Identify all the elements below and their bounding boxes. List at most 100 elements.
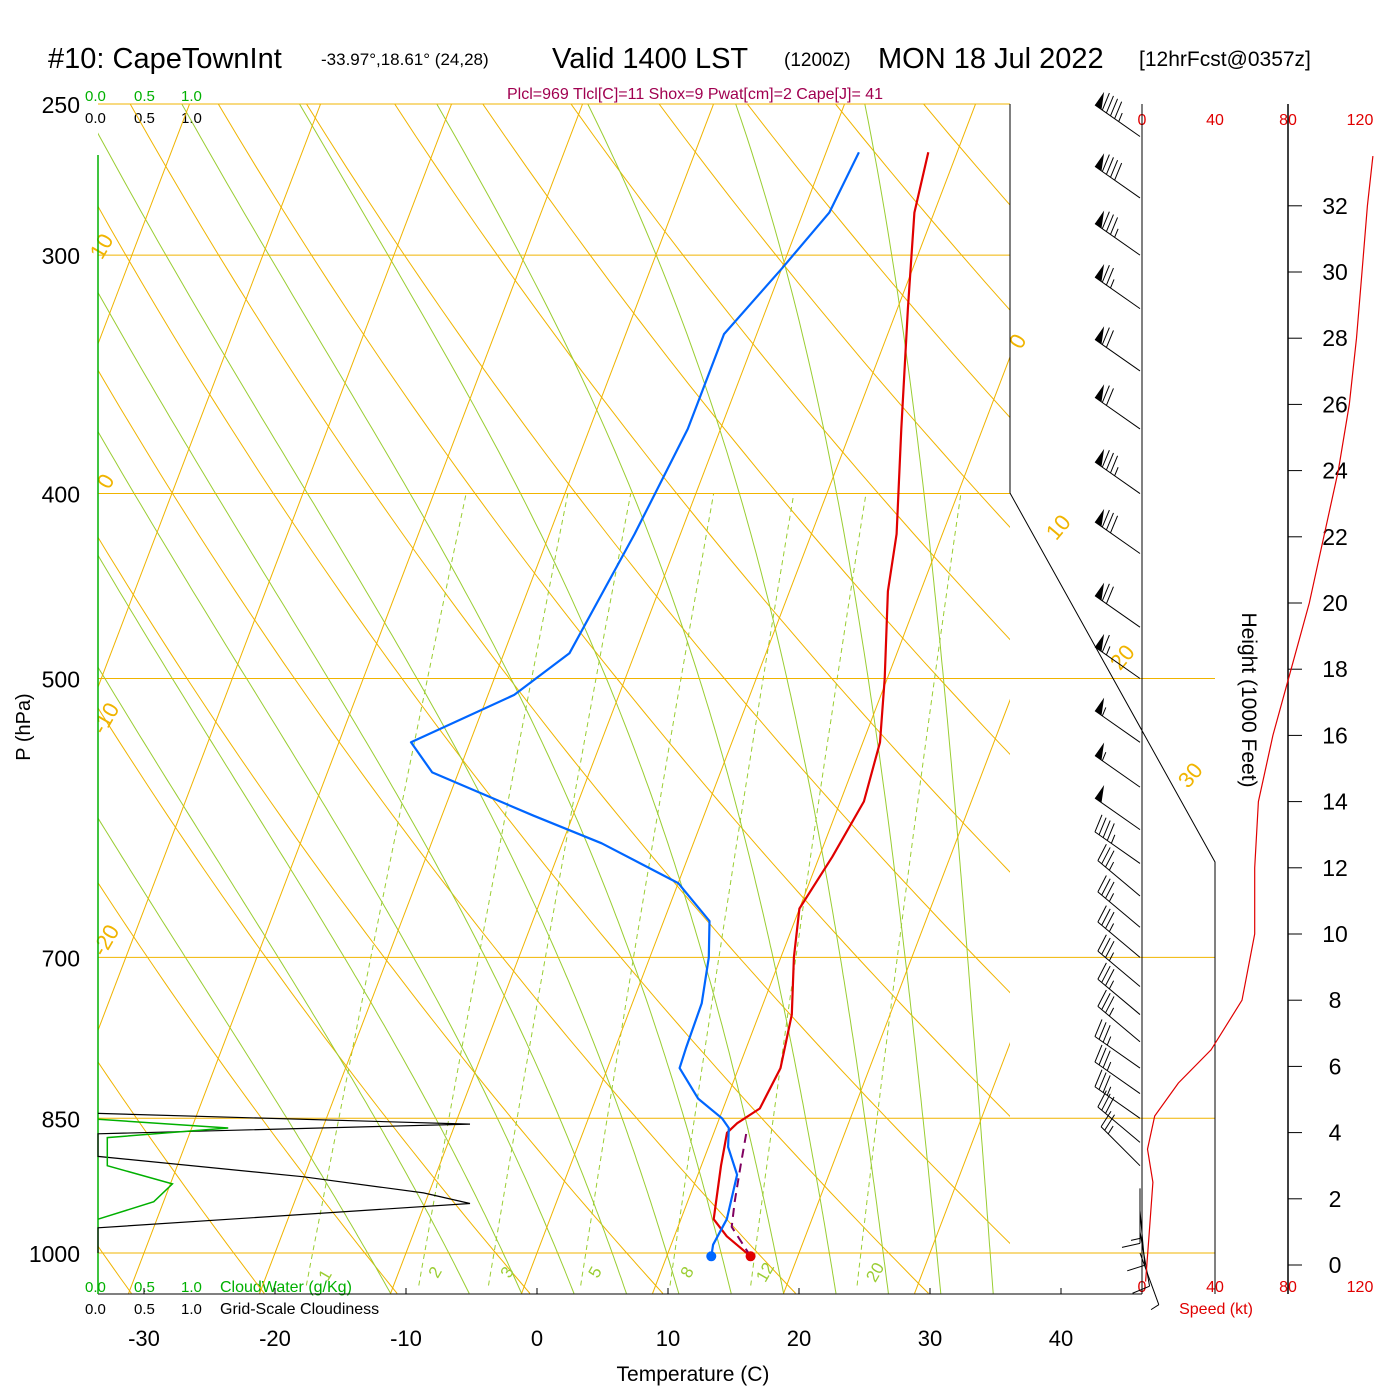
wind-barb-flag [1101,327,1110,345]
wind-barb [1094,384,1141,430]
temp-tick-label: -30 [128,1326,160,1351]
moist-adiabat [299,104,785,1294]
tropopause-boundary [1009,104,1216,1294]
temp-tick-label: -20 [259,1326,291,1351]
height-tick-label: 4 [1329,1120,1342,1146]
wind-barb [1139,1252,1160,1311]
valid-time: Valid 1400 LST [552,43,748,75]
wind-barb-halfflag [1108,893,1115,902]
wind-barb-flag [1105,996,1115,1014]
mixing-ratio-label: 8 [677,1263,698,1281]
cloudiness-tick-1: 0.5 [134,1301,155,1318]
wind-barb-flag [1101,847,1111,865]
axes: -30 -20 -10 0 10 20 30 400246810121416182022242… [97,104,1348,1351]
dewpoint-line [409,151,860,1257]
wind-barb-halfflag [1108,923,1115,932]
wind-barb-staff [1094,595,1141,628]
wind-barb [1094,697,1141,743]
wind-barb-halfflag [1108,1007,1115,1017]
wind-barb-flag [1101,908,1111,926]
temp-tick-label: 30 [918,1326,942,1351]
wind-barb-halfflag [1108,952,1115,961]
wind-barb-flag [1098,1022,1107,1040]
wind-barb-flag [1101,993,1111,1010]
wind-barb-pennant [1094,633,1105,652]
wind-barb-pennant [1094,210,1105,229]
height-tick-label: 28 [1322,325,1348,351]
wind-barb [1094,153,1141,199]
wind-barb-halfflag [1106,1086,1112,1096]
x-axis-label: Temperature (C) [617,1363,770,1386]
moist-adiabat [587,104,889,1294]
height-tick-label: 0 [1329,1252,1342,1278]
moist-adiabat [735,104,942,1294]
wind-speed-line [1145,156,1374,1282]
wind-barb-flag [1100,1110,1112,1128]
moist-adiabat [98,817,392,1294]
thermo-grid [98,104,1010,1294]
dry-adiabat [834,104,1010,311]
wind-barb-staff [1097,1106,1141,1143]
wind-barb-staff [1094,165,1141,199]
wind-barb-flag [1098,1072,1107,1090]
wind-barb [1097,905,1141,958]
wind-barb-halfflag [1110,834,1116,844]
wind-barb-halfflag [1106,1061,1112,1071]
speed-scale-bottom: 0 40 80 120 Speed (kt) [1138,1279,1374,1318]
wind-barb [1094,508,1141,554]
wind-barb-flag [1132,1285,1150,1294]
wind-barb-halfflag [1105,646,1111,656]
cloud-profile [97,1112,471,1253]
pressure-tick-label: 250 [42,92,80,118]
wind-barb-flag [1101,92,1110,111]
cloudwater-tick-0: 0.0 [85,88,106,105]
wind-barb-flag [1097,989,1107,1007]
temp-tick-label: 0 [531,1326,543,1351]
isotherm [98,104,453,1032]
moist-adiabat [98,430,575,1294]
dry-adiabat [98,369,796,1294]
mixing-ratio-line [669,493,795,1286]
wind-barb-flag [1101,264,1110,283]
wind-barb [1094,448,1141,494]
height-tick-label: 6 [1329,1053,1342,1079]
isotherm [652,355,1010,1294]
wind-barb-staff [1100,1126,1141,1167]
speed-tick-1: 40 [1206,112,1224,129]
wind-barb [1094,326,1141,372]
moist-adiabat [98,291,627,1294]
wind-barb-flag [1105,911,1115,929]
wind-barb-pennant [1094,384,1105,402]
wind-barb [1097,1090,1141,1143]
wind-barb-halfflag [1110,279,1115,289]
dry-adiabat [217,104,1010,1118]
wind-barb-flag [1127,1264,1145,1272]
wind-barb-halfflag [1114,228,1119,238]
wind-barb-flag [1098,1047,1107,1066]
mixing-ratio-label: 5 [585,1263,606,1281]
wind-barb-halfflag [1114,467,1119,476]
cloudwater-line [97,1118,229,1220]
wind-barb-pennant [1094,508,1105,527]
wind-barb-pennant [1094,582,1105,601]
wind-barb-staff [1139,1231,1151,1287]
moist-adiabat [98,132,680,1294]
wind-barb-staff [1094,276,1141,310]
dry-adiabat [98,1061,265,1294]
wind-barb [1100,1110,1141,1167]
wind-barb [1127,1210,1146,1272]
cloudiness-tick-2: 1.0 [181,110,202,127]
station-title: #10: CapeTownInt [48,43,282,75]
wind-barb-staff [1094,461,1141,494]
height-tick-label: 10 [1322,921,1348,947]
wind-barb-flag [1102,1025,1111,1043]
moist-adiabat [181,104,732,1294]
wind-barb [1094,1044,1141,1094]
cloudwater-tick-2: 1.0 [181,1279,202,1296]
pressure-tick-label: 1000 [29,1241,80,1267]
wind-barb-flag [1097,934,1107,952]
wind-barb-flag [1101,509,1110,528]
